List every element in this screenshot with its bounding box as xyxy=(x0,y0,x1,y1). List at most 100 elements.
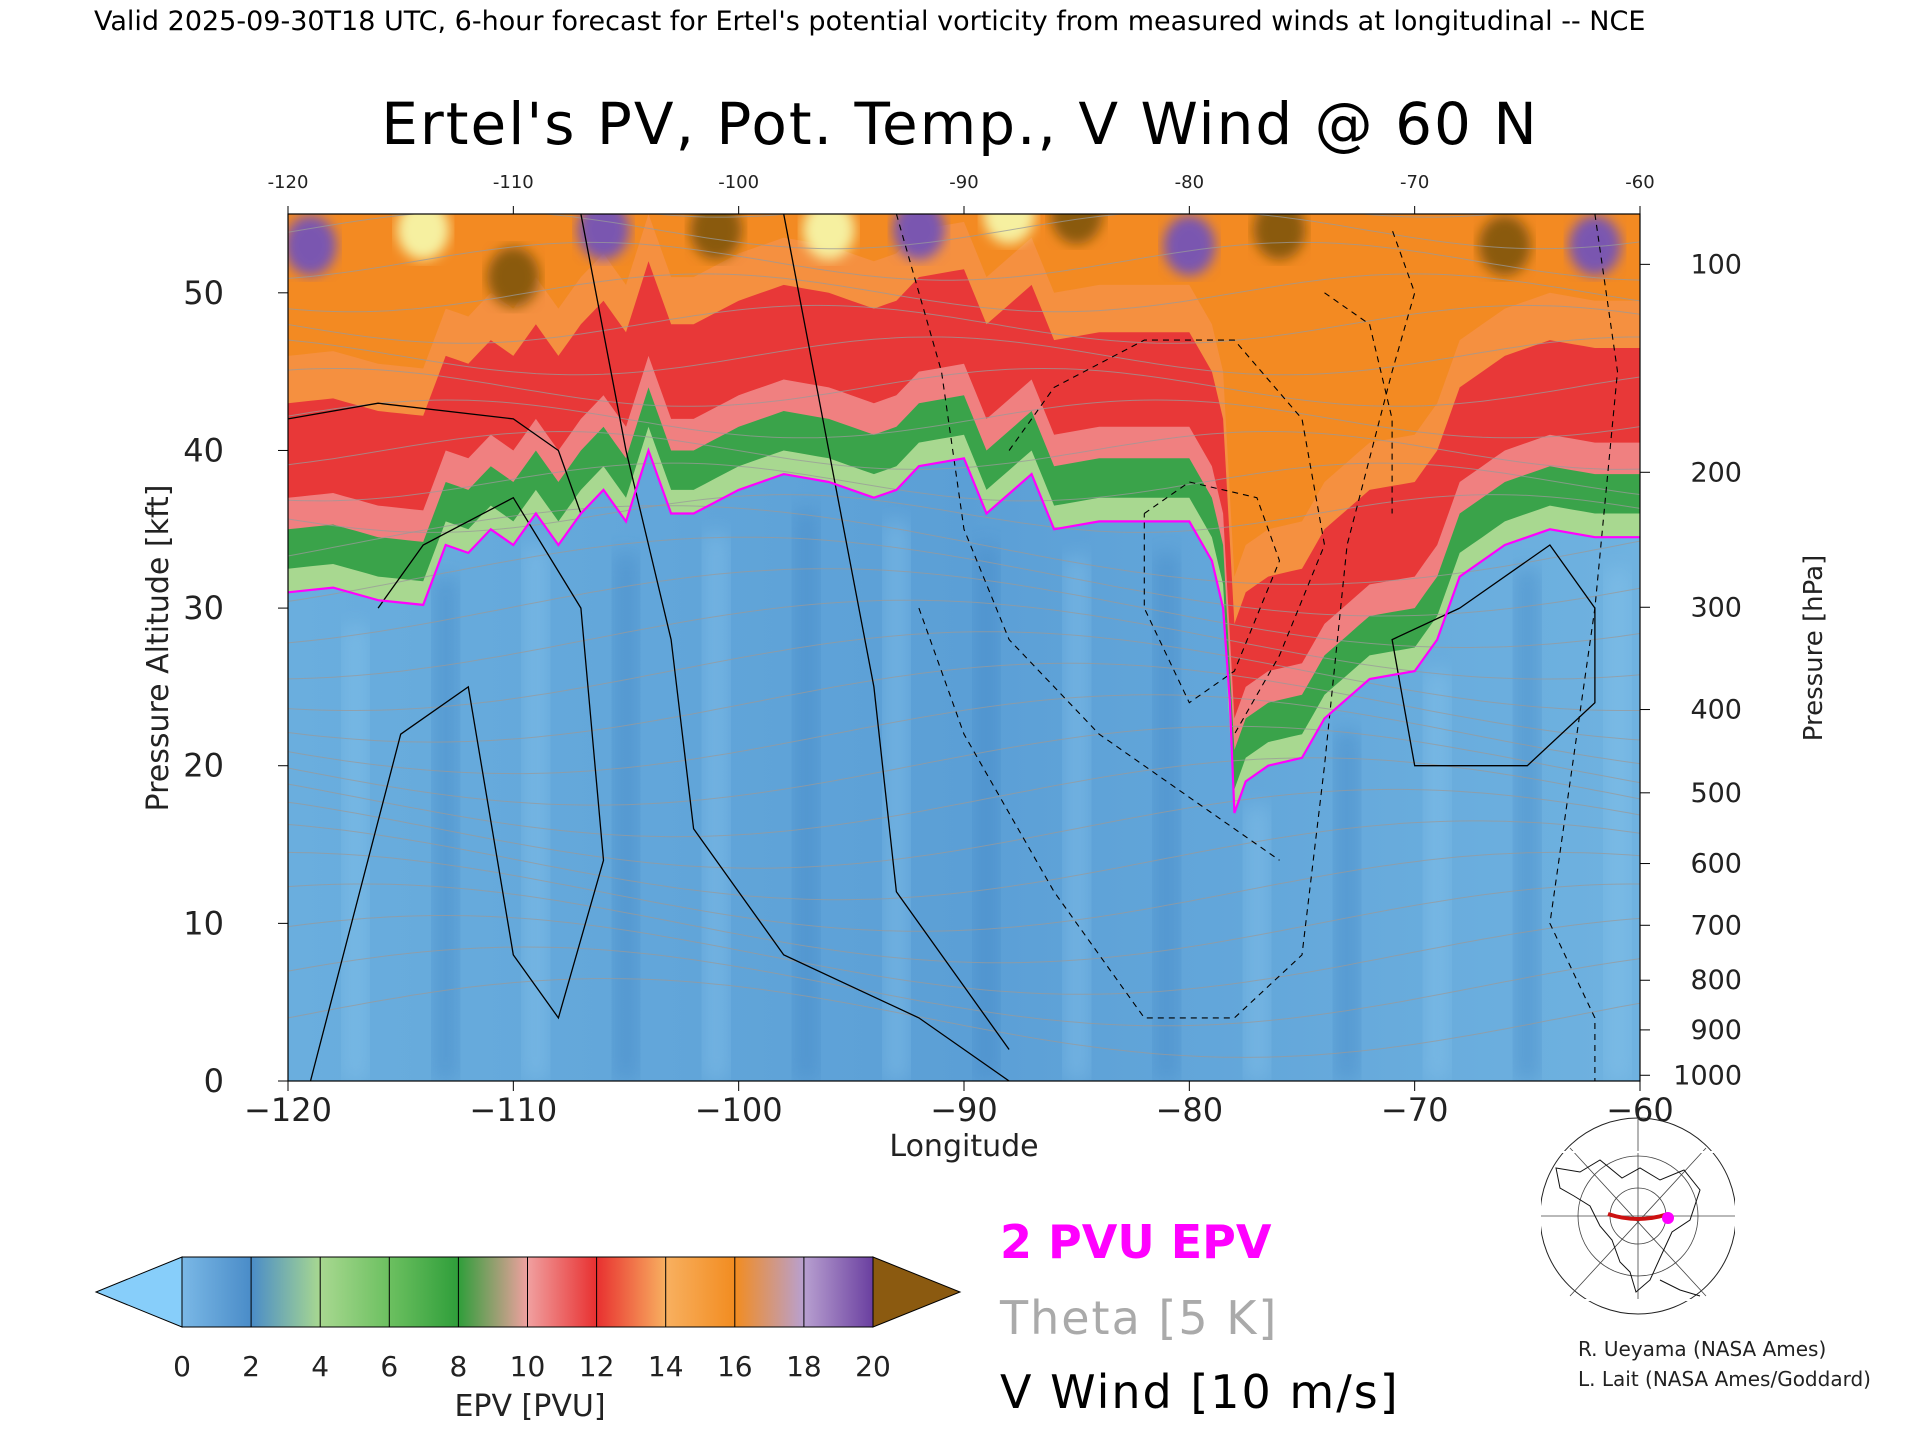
theta-line-25 xyxy=(288,214,1640,250)
theta-line-13 xyxy=(288,568,1640,648)
vwind-solid-4 xyxy=(1391,544,1596,767)
colorbar-tick-label-4: 8 xyxy=(449,1350,467,1383)
vwind-dashed-0 xyxy=(918,229,1416,1019)
vwind-solid-1 xyxy=(580,214,1010,1081)
colorbar-tick-label-9: 18 xyxy=(786,1350,822,1383)
pv-blob-3 xyxy=(577,214,630,260)
streak-2 xyxy=(523,545,548,1081)
x-tick-label-0: −120 xyxy=(244,1091,332,1129)
colorbar-tick-label-1: 2 xyxy=(242,1350,260,1383)
streak-12 xyxy=(1425,671,1450,1081)
colorbar-segment-3 xyxy=(389,1257,459,1327)
colorbar-segment-6 xyxy=(596,1257,666,1327)
colorbar-segment-5 xyxy=(527,1257,597,1327)
y-tick-label-5: 50 xyxy=(183,274,224,312)
vwind-dashed-4 xyxy=(1324,292,1393,514)
p-tick-label-2: 300 xyxy=(1690,592,1742,623)
p-tick-label-1: 200 xyxy=(1690,457,1742,488)
theta-line-3 xyxy=(288,883,1640,964)
streak-8 xyxy=(1064,556,1089,1081)
p-tick-label-6: 700 xyxy=(1690,910,1742,941)
colorbar-label: EPV [PVU] xyxy=(454,1389,605,1424)
pv-blob-2 xyxy=(487,247,540,308)
colorbar-tick-label-8: 16 xyxy=(717,1350,753,1383)
theta-line-19 xyxy=(288,399,1640,439)
p-tick-label-4: 500 xyxy=(1690,778,1742,809)
top-tick-label-4: -80 xyxy=(1175,172,1204,193)
credit-line-1: R. Ueyama (NASA Ames) xyxy=(1578,1337,1826,1361)
top-tick-label-5: -70 xyxy=(1400,172,1429,193)
y-tick-label-3: 30 xyxy=(183,589,224,627)
colorbar-segment-9 xyxy=(803,1257,873,1327)
top-tick-label-0: -120 xyxy=(268,172,309,193)
streak-0 xyxy=(343,625,368,1081)
y-tick-label-0: 0 xyxy=(204,1062,224,1100)
x-axis-label: Longitude xyxy=(889,1129,1038,1164)
x-tick-label-2: −100 xyxy=(695,1091,783,1129)
pv-blob-1 xyxy=(397,214,450,260)
streak-6 xyxy=(884,521,909,1081)
colorbar-segment-1 xyxy=(251,1257,321,1327)
streak-10 xyxy=(1244,805,1269,1081)
legend-vwind: V Wind [10 m/s] xyxy=(1000,1365,1400,1419)
axes: −120 -120 −110 -110 −100 -100 −90 -90 −80 -80 −70 -… xyxy=(183,172,1742,1129)
theta-line-14 xyxy=(288,536,1640,617)
streak-3 xyxy=(614,552,638,1081)
pv-blob-7 xyxy=(983,214,1036,244)
vwind-solid-3 xyxy=(288,402,582,514)
theta-line-9 xyxy=(288,694,1640,775)
colorbar-tick-label-7: 14 xyxy=(648,1350,684,1383)
colorbar-tick-label-3: 6 xyxy=(380,1350,398,1383)
pv-blob-4 xyxy=(690,214,743,260)
streak-11 xyxy=(1335,730,1360,1081)
streak-13 xyxy=(1515,568,1540,1081)
vwind-dashed-1 xyxy=(1008,339,1326,735)
p-tick-label-7: 800 xyxy=(1690,965,1742,996)
streak-7 xyxy=(974,545,999,1081)
x-tick-label-3: −90 xyxy=(930,1091,998,1129)
theta-line-22 xyxy=(288,304,1640,344)
y-axis-left-label: Pressure Altitude [kft] xyxy=(141,485,176,812)
colorbar-segment-2 xyxy=(320,1257,390,1327)
x-tick-label-1: −110 xyxy=(469,1091,557,1129)
colorbar-over-arrow xyxy=(872,1256,962,1328)
tropo-streaks xyxy=(343,509,1630,1081)
colorbar: 0 2 4 6 8 10 12 14 16 18 20 xyxy=(94,1256,962,1383)
streak-4 xyxy=(704,533,729,1081)
p-tick-label-3: 400 xyxy=(1690,695,1742,726)
locator-map xyxy=(1539,1117,1737,1315)
top-tick-label-3: -90 xyxy=(949,172,978,193)
pv-blob-12 xyxy=(1568,215,1621,276)
x-tick-label-5: −70 xyxy=(1381,1091,1449,1129)
theta-line-20 xyxy=(288,367,1640,407)
tropopause-2pvu-line xyxy=(288,447,1640,814)
y-tick-label-4: 40 xyxy=(183,431,224,469)
vwind-dashed-3 xyxy=(895,214,1280,861)
y-tick-label-2: 20 xyxy=(183,747,224,785)
p-tick-label-8: 900 xyxy=(1690,1015,1742,1046)
streak-14 xyxy=(1605,568,1630,1081)
pv-blob-11 xyxy=(1478,215,1531,276)
theta-line-11 xyxy=(288,631,1640,711)
theta-line-5 xyxy=(288,820,1640,901)
pv-blob-10 xyxy=(1253,214,1306,260)
top-tick-label-1: -110 xyxy=(493,172,534,193)
vwind-contours xyxy=(288,214,1619,1081)
theta-line-17 xyxy=(288,462,1640,502)
pv-blob-5 xyxy=(802,214,855,260)
colorbar-under-arrow xyxy=(94,1256,183,1328)
theta-line-8 xyxy=(288,725,1640,806)
colorbar-segment-0 xyxy=(182,1257,252,1327)
pv-blob-0 xyxy=(288,215,337,276)
theta-contours xyxy=(288,214,1640,1058)
p-tick-label-9: 1000 xyxy=(1673,1060,1742,1091)
y-tick-label-1: 10 xyxy=(183,904,224,942)
y-axis-right-label: Pressure [hPa] xyxy=(1799,555,1829,742)
p-tick-label-5: 600 xyxy=(1690,849,1742,880)
top-tick-label-6: -60 xyxy=(1625,172,1654,193)
credit-line-2: L. Lait (NASA Ames/Goddard) xyxy=(1578,1367,1871,1391)
vwind-solid-2 xyxy=(783,214,1010,1050)
theta-line-24 xyxy=(288,241,1640,281)
colorbar-tick-label-0: 0 xyxy=(173,1350,191,1383)
